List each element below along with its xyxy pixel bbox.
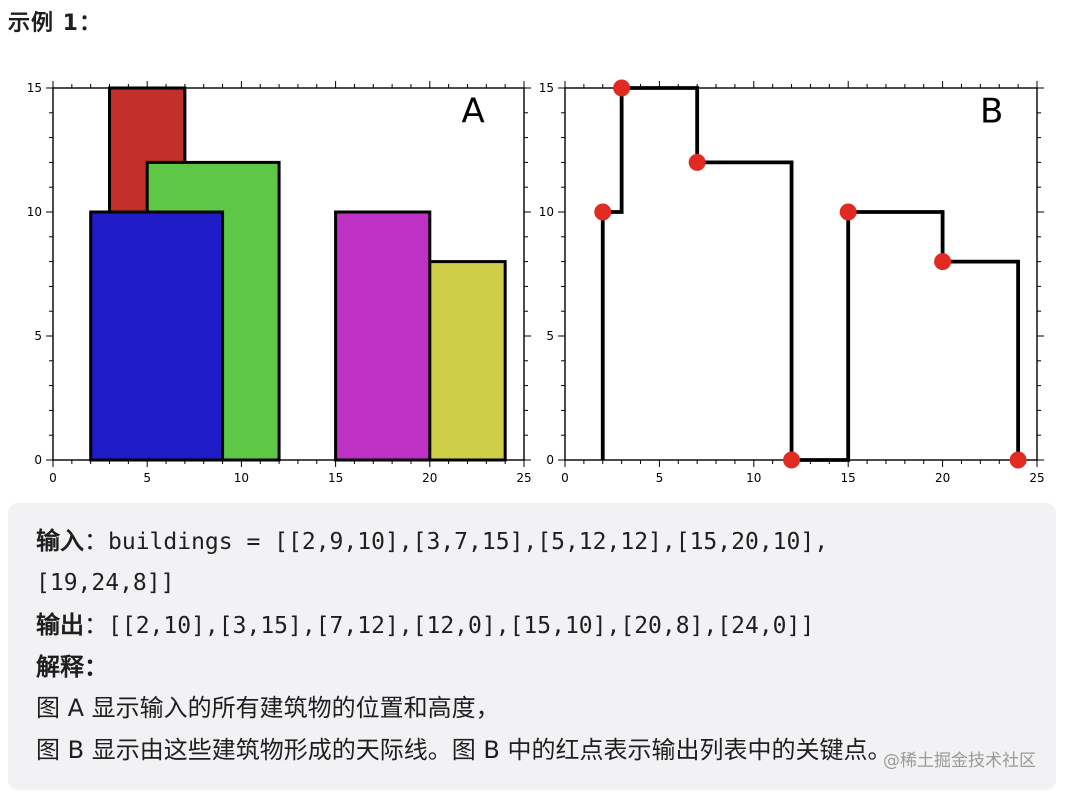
key-point xyxy=(613,79,631,97)
skyline-figure: 0 5 10 15 20 25 0 5 10 15 A 0 5 10 15 20 25 0 5 10 15 B xyxy=(0,70,1074,500)
panel-a-label: A xyxy=(461,92,484,132)
output-label: 输出 xyxy=(36,611,84,639)
input-line: 输入：buildings = [[2,9,10],[3,7,15],[5,12,… xyxy=(36,523,828,559)
panel-b-skyline: 0 5 10 15 20 25 0 5 10 15 B xyxy=(539,79,1045,485)
panel-a-y-tick-label: 5 xyxy=(34,329,42,343)
panel-b-y-tick-label: 15 xyxy=(539,81,554,95)
input-value-line1: buildings = [[2,9,10],[3,7,15],[5,12,12]… xyxy=(108,529,829,555)
panel-b-x-tick-label: 0 xyxy=(561,471,569,485)
input-value-line2: [19,24,8]] xyxy=(36,570,175,596)
skyline-figure-svg: 0 5 10 15 20 25 0 5 10 15 A 0 5 10 15 20 25 0 5 10 15 B xyxy=(27,79,1045,485)
panel-b-x-tick-label: 20 xyxy=(935,471,950,485)
key-point xyxy=(783,451,801,469)
panel-b-y-tick-label: 5 xyxy=(546,329,554,343)
panel-b-x-tick-label: 10 xyxy=(746,471,761,485)
building-bar-4 xyxy=(334,210,432,462)
panel-b-plot-frame xyxy=(564,87,1038,461)
key-point xyxy=(594,203,612,221)
input-colon: ： xyxy=(84,527,108,555)
output-line: 输出：[[2,10],[3,15],[7,12],[12,0],[15,10],… xyxy=(36,607,814,643)
panel-b-label: B xyxy=(980,92,1003,132)
explanation-line-1: 图 A 显示输入的所有建筑物的位置和高度， xyxy=(36,694,500,722)
panel-b-y-tick-label: 0 xyxy=(546,453,554,467)
key-point xyxy=(688,153,706,171)
building-bar-1 xyxy=(89,210,225,462)
panel-b-x-tick-label: 5 xyxy=(656,471,664,485)
panel-a-y-tick-label: 15 xyxy=(27,81,42,95)
output-colon: ： xyxy=(84,611,108,639)
example-box: 输入：buildings = [[2,9,10],[3,7,15],[5,12,… xyxy=(8,503,1056,790)
panel-a-x-tick-label: 5 xyxy=(143,471,151,485)
panel-a-x-tick-label: 15 xyxy=(328,471,343,485)
panel-a-x-tick-label: 20 xyxy=(422,471,437,485)
panel-b-y-tick-label: 10 xyxy=(539,205,554,219)
panel-a-x-tick-label: 25 xyxy=(516,471,531,485)
watermark: @稀土掘金技术社区 xyxy=(883,751,1036,771)
key-point xyxy=(1009,451,1027,469)
example-title: 示例 1： xyxy=(8,11,102,36)
panel-b-x-tick-label: 25 xyxy=(1029,471,1044,485)
output-value: [[2,10],[3,15],[7,12],[12,0],[15,10],[20… xyxy=(108,613,815,639)
panel-a-y-tick-label: 0 xyxy=(34,453,42,467)
input-line-continued: [19,24,8]] xyxy=(36,564,174,600)
panel-a-buildings: 0 5 10 15 20 25 0 5 10 15 A xyxy=(27,81,532,485)
key-point xyxy=(934,253,952,271)
panel-b-x-tick-label: 15 xyxy=(841,471,856,485)
key-point xyxy=(839,203,857,221)
explanation-line-2: 图 B 显示由这些建筑物形成的天际线。图 B 中的红点表示输出列表中的关键点。 xyxy=(36,736,892,764)
explanation-heading-line: 解释： xyxy=(36,649,108,685)
panel-a-y-tick-label: 10 xyxy=(27,205,42,219)
input-label: 输入 xyxy=(36,527,84,555)
panel-a-x-tick-label: 10 xyxy=(234,471,249,485)
explanation-label: 解释： xyxy=(36,653,108,681)
panel-a-x-tick-label: 0 xyxy=(49,471,57,485)
